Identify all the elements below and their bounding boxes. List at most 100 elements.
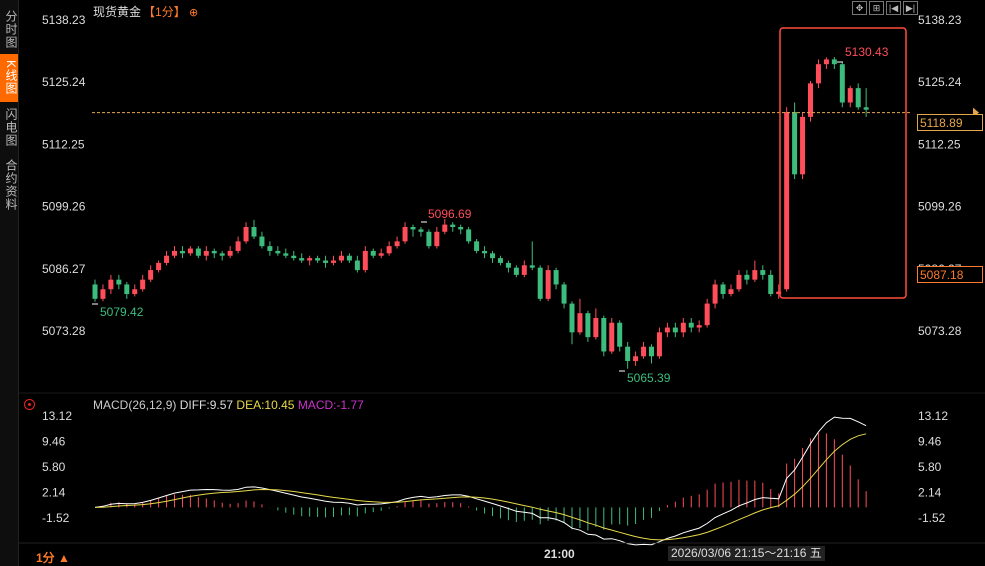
candle-body xyxy=(776,291,782,295)
candle-body xyxy=(855,88,861,108)
candle-body xyxy=(378,253,384,256)
macd-axis-left-label: 2.14 xyxy=(42,486,66,500)
candle-body xyxy=(370,250,376,256)
candle-body xyxy=(609,322,615,352)
candle-body xyxy=(617,322,623,347)
candle-body xyxy=(116,279,122,285)
time-tick-label: 21:00 xyxy=(544,547,575,561)
candle-body xyxy=(466,229,472,242)
candle-body xyxy=(569,303,575,333)
zoom-in-icon[interactable]: ⊕ xyxy=(189,7,199,19)
candle-body xyxy=(831,59,837,65)
sidebar-tab-2[interactable]: 闪电图 xyxy=(4,107,18,147)
expand-icon[interactable]: ✥ xyxy=(852,1,867,15)
candle-body xyxy=(291,255,297,259)
candle-body xyxy=(664,327,670,333)
candle-body xyxy=(680,322,686,333)
macd-axis-left-label: 9.46 xyxy=(42,435,66,449)
candle-body xyxy=(331,260,336,263)
candle-body xyxy=(354,260,360,271)
candle-body xyxy=(863,107,869,110)
macd-axis-left-label: -1.52 xyxy=(42,511,70,525)
current-price-tag: 5118.89 xyxy=(917,114,983,131)
indicator-settings-icon[interactable] xyxy=(24,399,35,410)
macd-dea-line xyxy=(94,433,867,541)
candle-body xyxy=(601,317,607,352)
sidebar-tab-0[interactable]: 分时图 xyxy=(4,9,18,49)
candle-body xyxy=(752,270,758,280)
candle-body xyxy=(323,260,329,263)
last-page-icon[interactable]: ▶| xyxy=(903,1,918,15)
highlight-box xyxy=(779,27,907,299)
candle-body xyxy=(696,325,702,328)
macd-diff: DIFF:9.57 xyxy=(179,398,234,412)
bottom-period-selector[interactable]: 1分 ▲ xyxy=(36,551,70,565)
candle-body xyxy=(299,258,305,261)
candle-body xyxy=(227,250,233,256)
candle-body xyxy=(736,274,742,290)
candle-body xyxy=(561,284,567,304)
candle-body xyxy=(140,279,146,290)
candle-body xyxy=(267,246,273,251)
candle-body xyxy=(553,270,559,285)
candle-body xyxy=(505,262,511,268)
candle-body xyxy=(243,226,249,242)
macd-axis-right-label: 5.80 xyxy=(918,460,942,474)
candle-body xyxy=(513,267,519,275)
price-axis-right-label: 5112.25 xyxy=(918,137,961,151)
candle-body xyxy=(394,241,400,247)
candle-body xyxy=(148,270,154,280)
candle-body xyxy=(847,88,853,103)
candle-body xyxy=(251,226,257,237)
period-label[interactable]: 【1分】 xyxy=(143,5,186,19)
candle-body xyxy=(219,253,225,256)
candle-body xyxy=(577,313,583,333)
candle-body xyxy=(362,250,368,271)
candle-body xyxy=(418,229,424,232)
candle-body xyxy=(132,289,138,295)
candle-body xyxy=(402,226,408,242)
candle-body xyxy=(283,253,289,256)
candle-body xyxy=(195,248,201,256)
price-axis-left-label: 5086.27 xyxy=(42,262,86,276)
fit-icon[interactable]: ⊞ xyxy=(869,1,884,15)
crosshair-time-label: 2026/03/06 21:15～21:16 五 xyxy=(668,546,825,561)
macd-value: MACD:-1.77 xyxy=(297,398,364,412)
candle-body xyxy=(808,83,813,117)
candle-body xyxy=(164,255,170,263)
candle-body xyxy=(100,289,106,299)
candle-body xyxy=(768,274,774,295)
candle-body xyxy=(545,270,551,299)
candle-body xyxy=(744,274,750,280)
price-axis-left-label: 5073.28 xyxy=(42,324,86,338)
candle-body xyxy=(784,112,790,290)
annotation-high-right: 5130.43 xyxy=(845,45,889,59)
macd-diff-line xyxy=(94,416,867,546)
price-axis-left-label: 5125.24 xyxy=(42,75,86,89)
candle-body xyxy=(307,258,313,261)
first-page-icon[interactable]: |◀ xyxy=(886,1,901,15)
candle-body xyxy=(187,248,193,254)
candle-body xyxy=(497,258,503,263)
candle-body xyxy=(124,284,130,295)
candle-body xyxy=(203,250,209,256)
chart-header: 现货黄金 【1分】 ⊕ xyxy=(93,3,198,20)
price-axis-right-label: 5073.28 xyxy=(918,324,962,338)
candle-body xyxy=(410,226,416,230)
price-axis-right-label: 5099.26 xyxy=(918,200,962,214)
candle-body xyxy=(235,241,241,251)
candle-body xyxy=(625,346,631,362)
candle-body xyxy=(815,64,821,84)
instrument-title: 现货黄金 xyxy=(93,5,142,19)
candle-body xyxy=(386,246,392,254)
candle-body xyxy=(839,64,845,103)
candle-body xyxy=(792,112,798,175)
candle-body xyxy=(92,284,98,299)
sidebar-tab-1[interactable]: K线图 xyxy=(0,54,18,102)
sidebar-tab-3[interactable]: 合约资料 xyxy=(4,159,18,211)
candle-body xyxy=(728,289,734,295)
candle-body xyxy=(450,224,456,227)
candle-body xyxy=(108,279,114,290)
candle-body xyxy=(338,255,344,261)
